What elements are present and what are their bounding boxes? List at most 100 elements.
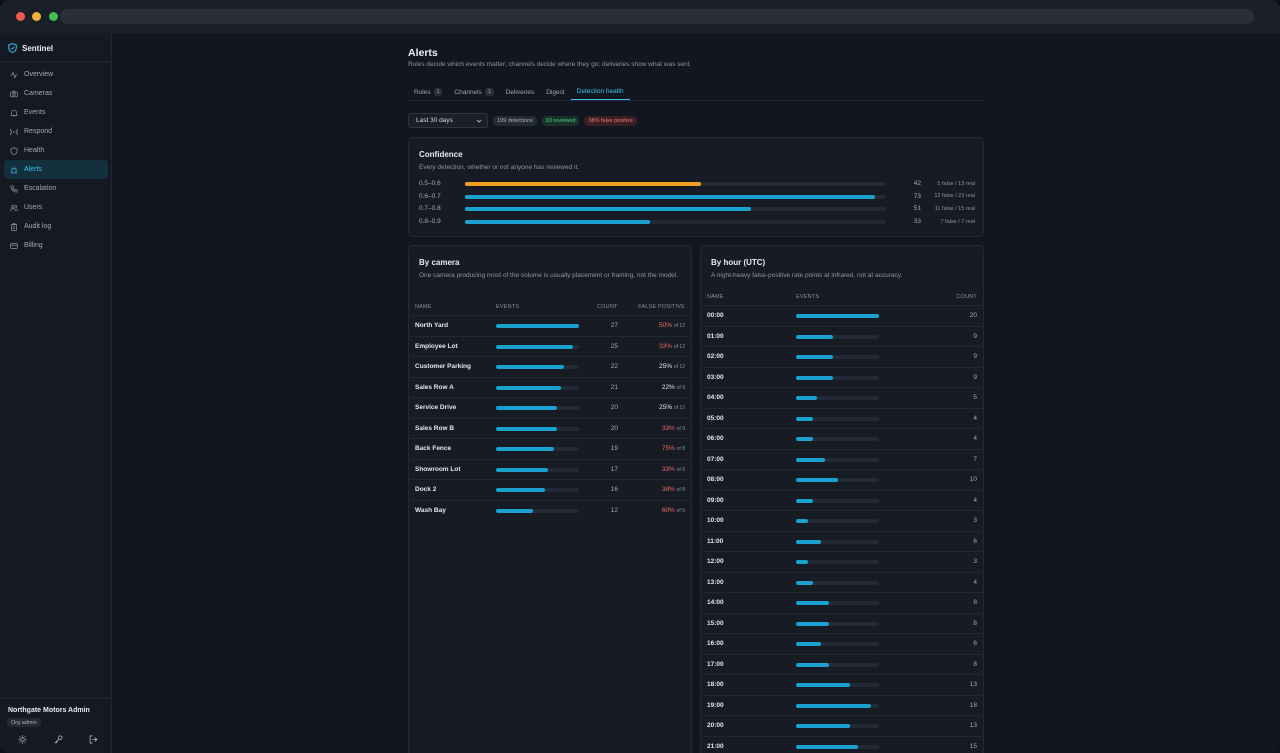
event-count: 18 bbox=[969, 701, 977, 709]
events-bar-track bbox=[796, 703, 879, 708]
event-count: 20 bbox=[969, 312, 977, 319]
table-row[interactable]: 15:00 8 bbox=[701, 612, 983, 634]
close-window-button[interactable] bbox=[16, 12, 25, 21]
sidebar-item-respond[interactable]: Respond bbox=[4, 122, 108, 141]
table-row[interactable]: Wash Bay 12 60% of 5 bbox=[409, 499, 691, 521]
events-bar bbox=[796, 580, 813, 585]
table-row[interactable]: 05:00 4 bbox=[701, 407, 983, 429]
tab-digest[interactable]: Digest bbox=[540, 84, 570, 100]
false-positive-rate: 38% of 8 bbox=[662, 486, 685, 493]
table-row[interactable]: 18:00 13 bbox=[701, 674, 983, 695]
table-row[interactable]: 04:00 5 bbox=[701, 387, 983, 408]
tab-bar: Rules 1 Channels 1 Deliveries Digest Detection… bbox=[408, 84, 984, 101]
table-row[interactable]: 19:00 18 bbox=[701, 694, 983, 716]
sidebar-item-overview[interactable]: Overview bbox=[4, 65, 108, 84]
table-row[interactable]: 13:00 4 bbox=[701, 571, 983, 593]
maximize-window-button[interactable] bbox=[49, 12, 58, 21]
table-row[interactable]: 20:00 13 bbox=[701, 715, 983, 736]
brand[interactable]: Sentinel bbox=[8, 42, 53, 54]
hour-label: 20:00 bbox=[707, 722, 724, 729]
table-row[interactable]: Customer Parking 22 25% of 12 bbox=[409, 356, 691, 377]
table-row[interactable]: 00:00 20 bbox=[701, 305, 983, 326]
confidence-fraction: 11 false / 15 real bbox=[934, 205, 975, 212]
tab-label: Rules bbox=[414, 88, 431, 96]
confidence-row: 0.8–0.9 33 7 false / 7 real bbox=[419, 217, 975, 227]
event-count: 13 bbox=[969, 681, 977, 688]
table-row[interactable]: 01:00 9 bbox=[701, 325, 983, 347]
events-bar-track bbox=[796, 396, 879, 400]
events-bar-track bbox=[496, 406, 579, 410]
table-row[interactable]: 02:00 9 bbox=[701, 346, 983, 367]
camera-name: Service Drive bbox=[415, 404, 457, 411]
hour-label: 00:00 bbox=[707, 312, 724, 319]
table-row[interactable]: 11:00 6 bbox=[701, 530, 983, 552]
table-row[interactable]: 17:00 8 bbox=[701, 653, 983, 675]
minimize-window-button[interactable] bbox=[32, 12, 41, 21]
table-row[interactable]: Service Drive 20 25% of 12 bbox=[409, 397, 691, 418]
sidebar-item-billing[interactable]: Billing bbox=[4, 236, 108, 255]
sidebar-item-alerts[interactable]: Alerts bbox=[4, 160, 108, 179]
confidence-bar-track bbox=[465, 194, 886, 199]
table-row[interactable]: 07:00 7 bbox=[701, 448, 983, 470]
table-row[interactable]: 03:00 9 bbox=[701, 366, 983, 388]
sidebar-item-events[interactable]: Events bbox=[4, 103, 108, 122]
events-bar bbox=[496, 508, 533, 513]
table-row[interactable]: 09:00 4 bbox=[701, 489, 983, 511]
false-positive-rate: 25% of 12 bbox=[659, 404, 685, 411]
hour-label: 06:00 bbox=[707, 435, 724, 442]
tab-detection-health[interactable]: Detection health bbox=[570, 84, 630, 100]
false-positive-percent: 60% bbox=[661, 506, 675, 514]
event-count: 8 bbox=[973, 599, 977, 606]
table-row[interactable]: 14:00 8 bbox=[701, 592, 983, 613]
logout-icon[interactable] bbox=[89, 735, 98, 744]
table-row[interactable]: 06:00 4 bbox=[701, 428, 983, 449]
events-bar bbox=[496, 488, 546, 492]
date-range-select[interactable]: Last 30 days bbox=[408, 113, 488, 128]
event-count: 27 bbox=[610, 322, 618, 329]
events-bar bbox=[796, 683, 850, 687]
events-bar bbox=[796, 519, 809, 523]
sidebar-item-users[interactable]: Users bbox=[4, 198, 108, 217]
event-count: 25 bbox=[610, 342, 618, 350]
table-row[interactable]: 21:00 15 bbox=[701, 735, 983, 753]
events-bar-track bbox=[796, 416, 879, 421]
false-positive-percent: 33% bbox=[661, 465, 675, 473]
sidebar-item-health[interactable]: Health bbox=[4, 141, 108, 160]
table-row[interactable]: Sales Row B 20 33% of 9 bbox=[409, 417, 691, 439]
by-camera-card: By camera One camera producing most of t… bbox=[408, 245, 692, 753]
sidebar-nav: Overview Cameras Events Respond Health Alerts… bbox=[4, 65, 108, 255]
table-row[interactable]: North Yard 27 50% of 12 bbox=[409, 315, 691, 336]
table-row[interactable]: Showroom Lot 17 33% of 6 bbox=[409, 458, 691, 480]
table-row[interactable]: Dock 2 16 38% of 8 bbox=[409, 479, 691, 500]
event-count: 9 bbox=[973, 353, 977, 360]
events-bar bbox=[796, 375, 834, 380]
events-bar bbox=[496, 344, 573, 349]
false-positive-rate: 22% of 9 bbox=[662, 384, 685, 391]
date-range-value: Last 30 days bbox=[416, 117, 453, 124]
table-row[interactable]: 12:00 3 bbox=[701, 551, 983, 572]
confidence-bar bbox=[465, 220, 651, 225]
tab-deliveries[interactable]: Deliveries bbox=[500, 84, 541, 100]
events-bar-track bbox=[496, 426, 579, 431]
sidebar-item-audit-log[interactable]: Audit log bbox=[4, 217, 108, 236]
table-row[interactable]: 08:00 10 bbox=[701, 469, 983, 490]
table-row[interactable]: Back Fence 19 75% of 8 bbox=[409, 438, 691, 459]
sidebar-item-escalation[interactable]: Escalation bbox=[4, 179, 108, 198]
hour-label: 15:00 bbox=[707, 619, 724, 627]
camera-name: Customer Parking bbox=[415, 363, 471, 370]
table-row[interactable]: Sales Row A 21 22% of 9 bbox=[409, 376, 691, 398]
table-row[interactable]: 16:00 6 bbox=[701, 633, 983, 654]
theme-toggle-icon[interactable] bbox=[18, 735, 27, 744]
table-row[interactable]: Employee Lot 25 33% of 12 bbox=[409, 335, 691, 357]
address-bar[interactable] bbox=[60, 9, 1254, 24]
event-count: 5 bbox=[973, 394, 977, 401]
sidebar-item-cameras[interactable]: Cameras bbox=[4, 84, 108, 103]
table-row[interactable]: 10:00 3 bbox=[701, 510, 983, 531]
hour-label: 07:00 bbox=[707, 455, 724, 463]
tab-rules[interactable]: Rules 1 bbox=[408, 84, 448, 100]
event-count: 19 bbox=[610, 445, 618, 452]
confidence-range-label: 0.8–0.9 bbox=[419, 218, 441, 226]
hour-label: 14:00 bbox=[707, 599, 724, 606]
tab-channels[interactable]: Channels 1 bbox=[448, 84, 499, 100]
key-icon[interactable] bbox=[54, 735, 63, 744]
